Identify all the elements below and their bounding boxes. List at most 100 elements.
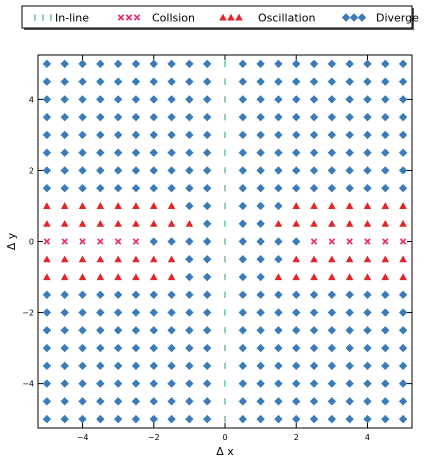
data-point-diamond: [381, 361, 390, 371]
data-point-diamond: [202, 184, 212, 193]
data-point-diamond: [167, 414, 176, 424]
data-point-triangle: [43, 255, 51, 263]
data-point-triangle: [60, 273, 69, 281]
data-point-diamond: [42, 290, 52, 299]
data-point-diamond: [167, 237, 176, 246]
data-point-diamond: [113, 414, 123, 424]
data-point-diamond: [327, 290, 337, 299]
data-point-diamond: [238, 361, 248, 371]
data-point-diamond: [78, 326, 87, 335]
data-point-triangle: [96, 202, 105, 210]
data-point-x: [382, 238, 389, 245]
data-point-diamond: [345, 379, 354, 388]
data-point-triangle: [167, 202, 176, 210]
data-point-diamond: [42, 77, 52, 86]
data-point-diamond: [238, 255, 248, 264]
data-point-diamond: [327, 184, 337, 193]
data-point-triangle: [381, 255, 390, 263]
legend-marker-diamond: [357, 13, 367, 22]
data-point-triangle: [185, 219, 194, 227]
data-point-diamond: [238, 326, 248, 335]
data-point-diamond: [96, 184, 105, 193]
data-point-diamond: [78, 343, 87, 353]
data-point-triangle: [43, 219, 51, 227]
data-point-diamond: [60, 290, 69, 299]
data-point-triangle: [292, 255, 301, 263]
data-point-triangle: [60, 255, 69, 263]
data-point-diamond: [96, 166, 105, 175]
data-point-diamond: [256, 272, 265, 282]
data-point-diamond: [185, 201, 194, 211]
legend-marker-diamond: [341, 13, 351, 22]
data-point-diamond: [398, 290, 408, 299]
data-point-diamond: [327, 361, 337, 371]
data-point-triangle: [114, 255, 122, 263]
data-point-diamond: [167, 361, 176, 371]
data-point-diamond: [60, 397, 69, 406]
data-point-diamond: [292, 130, 301, 140]
data-point-triangle: [132, 273, 140, 281]
data-point-diamond: [185, 77, 194, 86]
legend: In-line Collsion Oscillation Diverge: [21, 5, 419, 30]
legend-entry: Collsion: [117, 12, 195, 25]
data-point-diamond: [345, 184, 354, 193]
data-point-triangle: [149, 255, 158, 263]
data-point-diamond: [292, 308, 301, 317]
data-point-diamond: [345, 166, 354, 175]
data-point-diamond: [381, 130, 390, 140]
data-point-diamond: [345, 290, 354, 299]
data-point-diamond: [113, 184, 123, 193]
data-point-diamond: [256, 130, 265, 140]
data-point-diamond: [274, 290, 283, 299]
data-point-diamond: [309, 77, 319, 86]
data-point-x: [79, 238, 86, 245]
data-point-diamond: [113, 343, 123, 353]
data-point-triangle: [96, 273, 105, 281]
data-point-diamond: [42, 148, 52, 157]
data-point-diamond: [327, 59, 337, 69]
data-point-diamond: [96, 130, 105, 140]
data-point-triangle: [167, 219, 176, 227]
data-point-diamond: [381, 95, 390, 104]
data-point-diamond: [274, 255, 283, 264]
data-point-diamond: [96, 112, 105, 122]
legend-marker-x: [125, 14, 133, 21]
plot-area: [42, 59, 408, 424]
data-point-diamond: [202, 361, 212, 371]
data-point-triangle: [345, 219, 354, 227]
data-point-diamond: [345, 326, 354, 335]
data-point-diamond: [274, 148, 283, 157]
data-point-diamond: [96, 77, 105, 86]
data-point-diamond: [363, 148, 372, 157]
data-point-triangle: [114, 273, 122, 281]
data-point-diamond: [345, 130, 354, 140]
data-point-diamond: [185, 184, 194, 193]
data-point-diamond: [185, 237, 194, 246]
data-point-x: [97, 238, 104, 245]
data-point-triangle: [328, 202, 336, 210]
data-point-diamond: [292, 184, 301, 193]
data-point-triangle: [292, 273, 301, 281]
data-point-diamond: [292, 166, 301, 175]
data-point-triangle: [60, 202, 69, 210]
data-point-diamond: [238, 77, 248, 86]
data-point-triangle: [345, 202, 354, 210]
data-point-diamond: [309, 166, 319, 175]
data-point-diamond: [185, 255, 194, 264]
data-point-diamond: [256, 361, 265, 371]
data-point-diamond: [78, 59, 87, 69]
data-point-x: [61, 238, 68, 245]
data-point-diamond: [309, 112, 319, 122]
data-point-diamond: [149, 414, 158, 424]
data-point-diamond: [131, 166, 141, 175]
data-point-diamond: [42, 326, 52, 335]
data-point-triangle: [363, 273, 372, 281]
data-point-diamond: [238, 379, 248, 388]
x-tick-label: −2: [148, 433, 160, 442]
data-point-diamond: [167, 166, 176, 175]
data-point-diamond: [167, 95, 176, 104]
data-point-diamond: [167, 343, 176, 353]
x-tick-label: −4: [77, 433, 89, 442]
x-tick-label: 2: [294, 433, 299, 442]
data-point-diamond: [256, 184, 265, 193]
